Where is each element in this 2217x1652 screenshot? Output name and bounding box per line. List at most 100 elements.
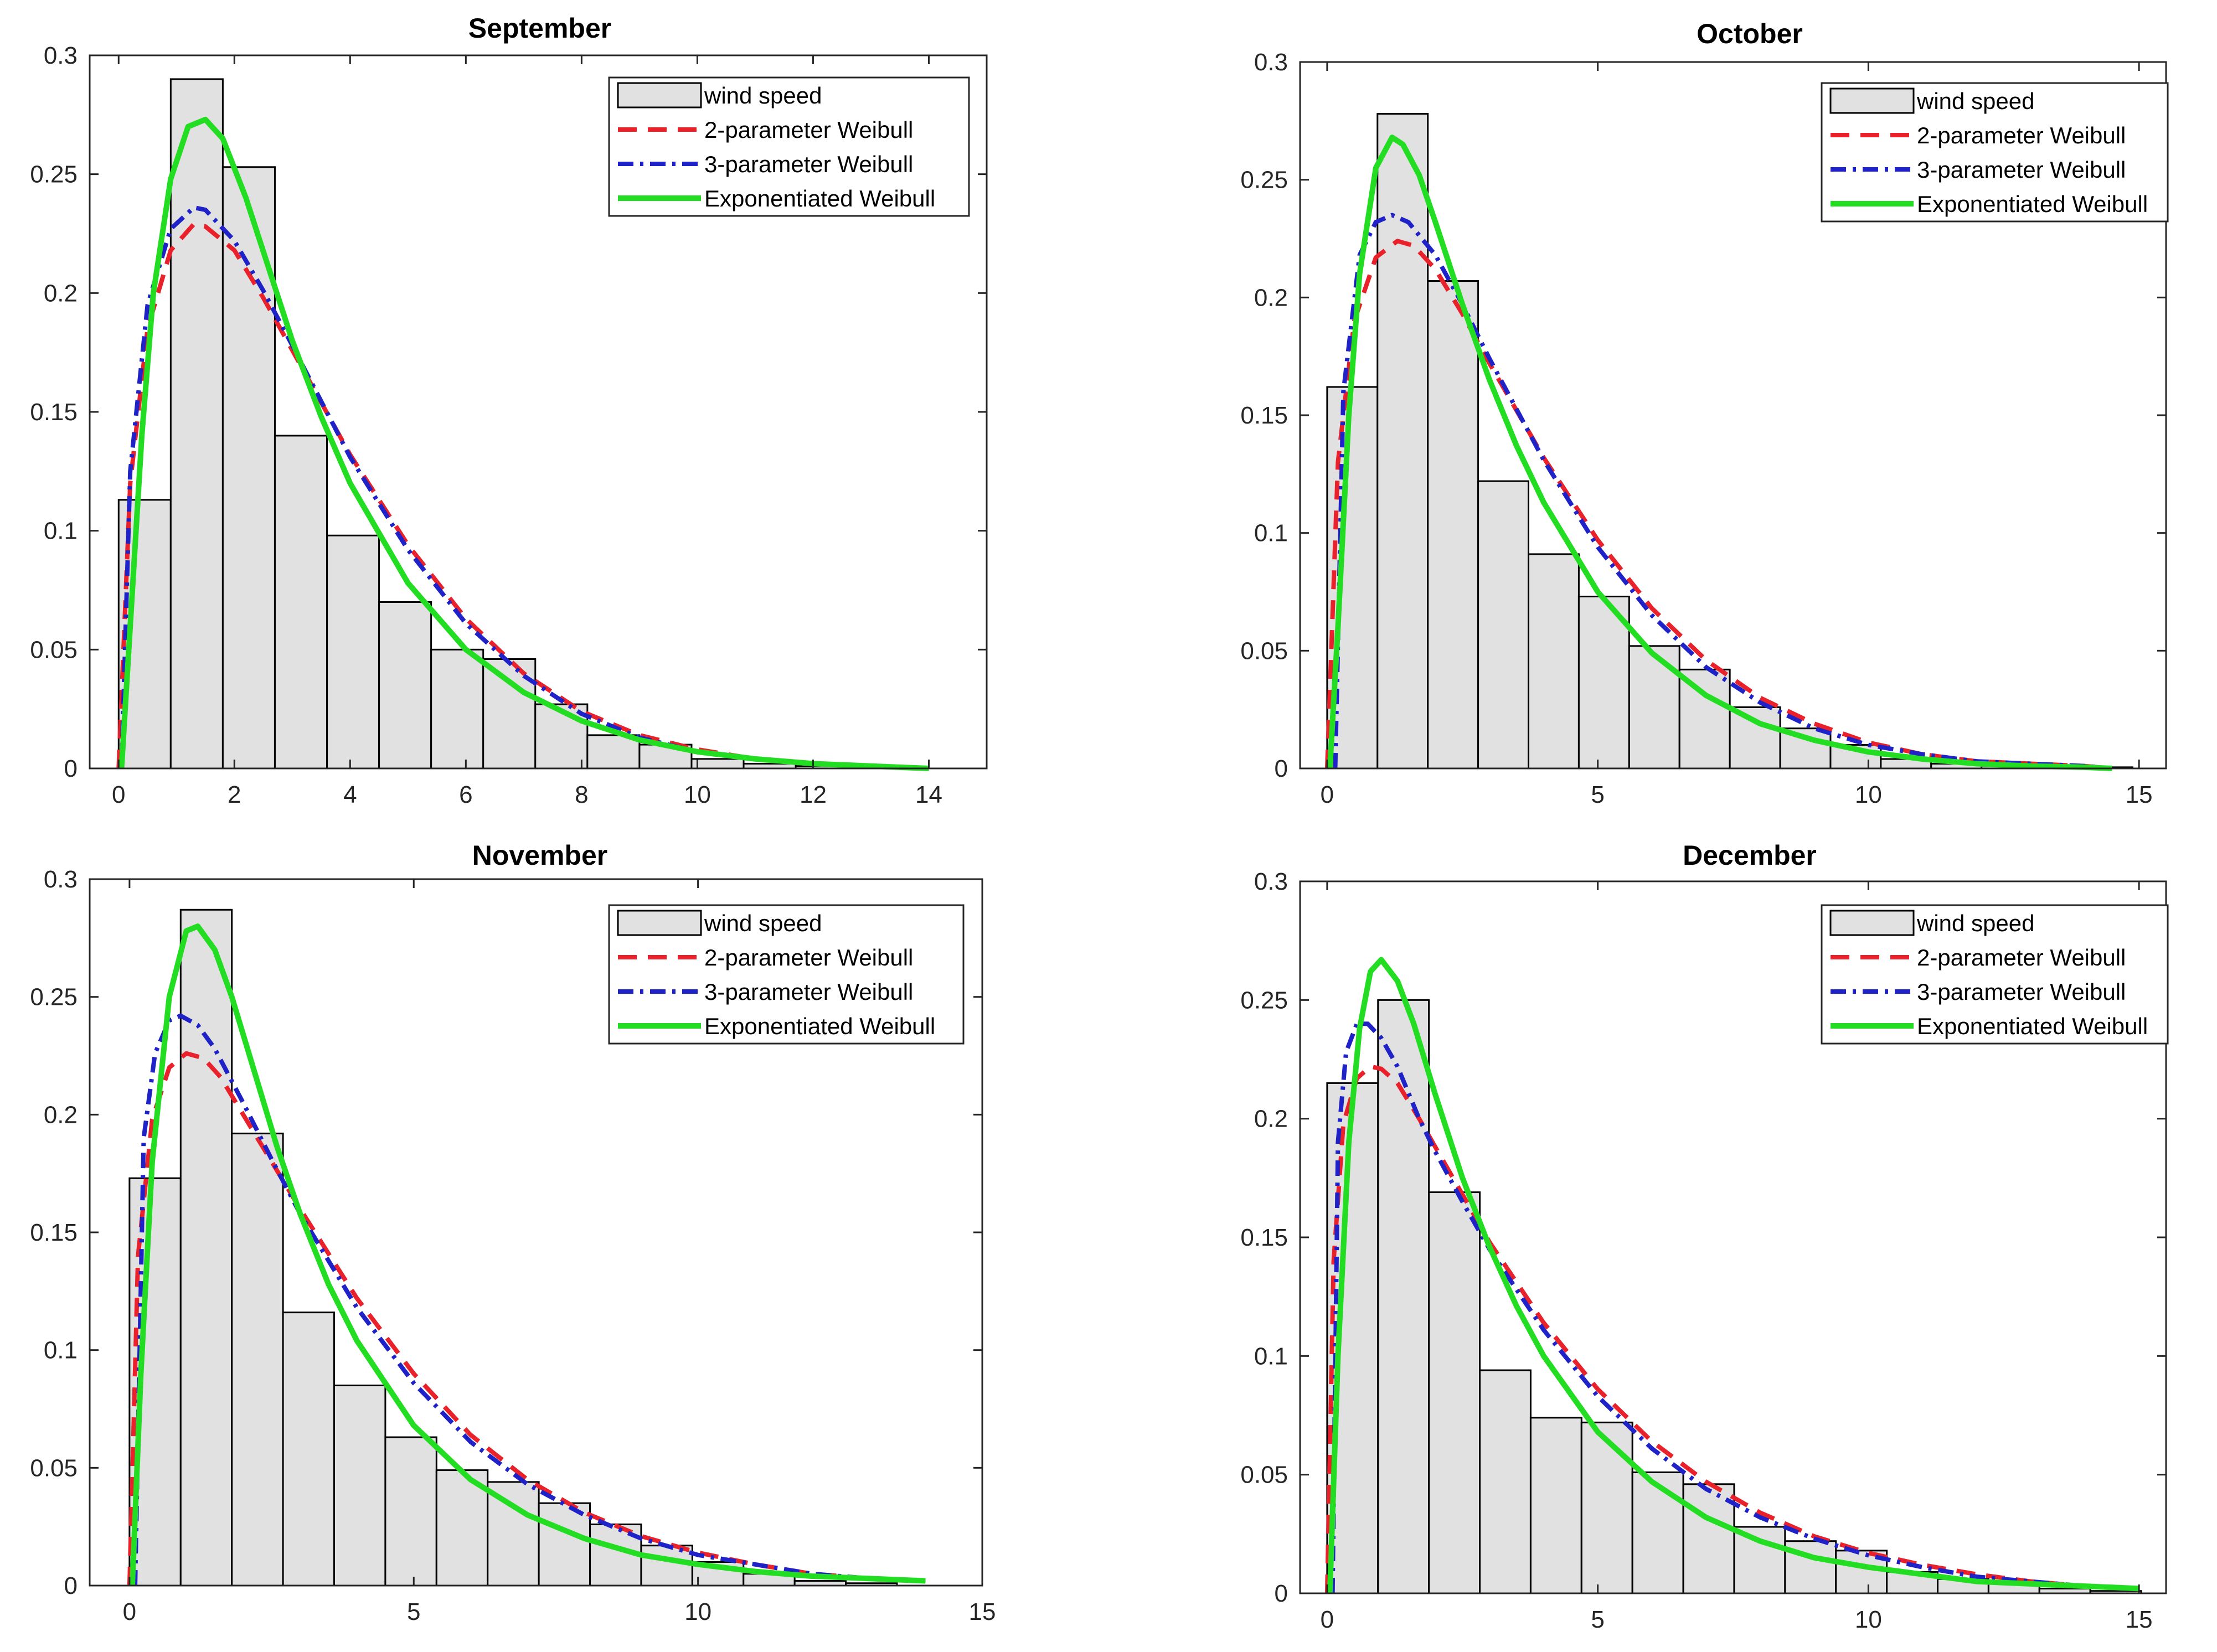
y-tick-label: 0.2 <box>1254 1106 1288 1133</box>
y-tick-label: 0.3 <box>1254 868 1288 895</box>
x-tick-label: 0 <box>1321 1606 1334 1633</box>
x-tick-label: 14 <box>915 781 942 808</box>
histogram-bar <box>690 758 745 770</box>
histogram-bar <box>1428 1191 1481 1594</box>
histogram-bar <box>333 1384 386 1587</box>
legend-swatch-wind-speed <box>617 82 702 109</box>
histogram-bar <box>1477 480 1530 770</box>
y-tick-label: 0.05 <box>1240 1462 1288 1489</box>
y-tick-label: 0.2 <box>1254 284 1288 311</box>
legend-label: wind speed <box>1916 910 2034 936</box>
legend-label: Exponentiated Weibull <box>704 1013 935 1039</box>
legend: wind speed 2-parameter Weibull 3-parameter… <box>1821 82 2169 223</box>
histogram-bar <box>1733 1526 1786 1594</box>
legend-label: 2-parameter Weibull <box>1917 944 2126 970</box>
x-tick-label: 0 <box>123 1598 136 1625</box>
legend-label: wind speed <box>704 910 822 936</box>
histogram-bar <box>1479 1369 1532 1594</box>
y-tick-label: 0.25 <box>30 984 78 1011</box>
subplot-december: December 0 5 10 15 0 0.05 0.1 0.15 0.2 0.25 0.3 win… <box>1240 840 2169 1633</box>
histogram-bar <box>1628 645 1680 770</box>
x-tick-label: 8 <box>575 781 588 808</box>
legend-label: wind speed <box>1916 88 2034 114</box>
histogram-bar <box>538 1502 591 1587</box>
x-tick-label: 0 <box>112 781 125 808</box>
x-tick-label: 2 <box>228 781 241 808</box>
histogram-bar <box>231 1132 284 1587</box>
y-tick-label: 0.1 <box>44 518 78 545</box>
y-tick-label: 0.25 <box>1240 167 1288 194</box>
y-tick-label: 0.1 <box>1254 1343 1288 1370</box>
y-tick-label: 0.3 <box>44 866 78 893</box>
histogram-bar <box>1377 999 1430 1594</box>
histogram-bar <box>179 908 233 1587</box>
x-tick-label: 10 <box>684 781 711 808</box>
histogram-bar <box>282 1312 336 1587</box>
y-tick-label: 0.15 <box>1240 402 1288 429</box>
series-line-2-parameter-weibull <box>1324 239 2112 771</box>
legend: wind speed 2-parameter Weibull 3-parameter… <box>1821 904 2169 1045</box>
y-tick-label: 0.15 <box>30 399 78 426</box>
histogram-bar <box>640 1545 693 1587</box>
y-tick-label: 0.05 <box>30 1454 78 1481</box>
legend-label: wind speed <box>704 82 822 109</box>
histogram-bar <box>169 78 224 770</box>
x-tick-label: 15 <box>2126 1606 2153 1633</box>
legend-label: 3-parameter Weibull <box>704 151 913 177</box>
histogram-bar <box>378 601 432 770</box>
subplot-november: November 0 5 10 15 0 0.05 0.1 0.15 0.2 0.25 0.3 win… <box>30 840 996 1625</box>
x-tick-label: 10 <box>684 1598 711 1625</box>
y-tick-label: 0.1 <box>44 1337 78 1364</box>
series-line-exponentiated-weibull <box>1327 135 2112 771</box>
y-tick-label: 0.2 <box>44 1101 78 1128</box>
legend-label: 2-parameter Weibull <box>704 117 913 143</box>
subplot-title: September <box>468 13 611 44</box>
x-tick-label: 15 <box>969 1598 996 1625</box>
legend: wind speed 2-parameter Weibull 3-parameter… <box>608 904 965 1045</box>
histogram-bar <box>482 658 537 770</box>
legend-label: 3-parameter Weibull <box>1917 979 2126 1005</box>
x-tick-label: 5 <box>1591 781 1604 808</box>
histogram-bar <box>430 648 484 770</box>
series-line-exponentiated-weibull <box>1327 957 2139 1594</box>
legend-label: 2-parameter Weibull <box>1917 122 2126 148</box>
legend-swatch-wind-speed <box>617 910 702 936</box>
histogram-bar <box>1529 1417 1582 1594</box>
histogram-bar <box>274 435 328 770</box>
x-tick-label: 0 <box>1321 781 1334 808</box>
legend-label: 3-parameter Weibull <box>704 979 913 1005</box>
histogram-bar <box>1631 1471 1684 1594</box>
histogram-bar <box>1528 553 1580 770</box>
subplot-title: December <box>1683 840 1817 871</box>
histogram-bar <box>384 1436 437 1587</box>
x-tick-label: 6 <box>459 781 472 808</box>
y-tick-label: 0 <box>1275 1580 1288 1607</box>
histogram-bar <box>435 1469 489 1587</box>
subplot-october: October 0 5 10 15 0 0.05 0.1 0.15 0.2 0.25 0.3 wind… <box>1240 18 2169 808</box>
y-tick-label: 0.05 <box>30 636 78 663</box>
x-tick-label: 12 <box>800 781 827 808</box>
series-line-3-parameter-weibull <box>1333 213 2112 771</box>
histogram-bar <box>1427 280 1479 770</box>
legend-swatch-wind-speed <box>1829 910 1915 936</box>
y-tick-label: 0 <box>64 1572 78 1599</box>
x-tick-label: 10 <box>1855 1606 1882 1633</box>
legend-label: Exponentiated Weibull <box>1917 191 2148 217</box>
y-tick-label: 0.2 <box>44 280 78 307</box>
histogram-bar <box>326 534 380 770</box>
histogram-bar <box>1829 744 1882 770</box>
legend-label: Exponentiated Weibull <box>704 185 935 211</box>
y-tick-label: 0.3 <box>44 42 78 69</box>
x-tick-label: 5 <box>1591 1606 1604 1633</box>
legend-swatch-wind-speed <box>1829 87 1915 114</box>
y-tick-label: 0.15 <box>30 1219 78 1246</box>
subplot-september: September 0 2 4 6 8 10 12 14 0 0.05 0.1 0.15 0.2 0.25… <box>30 13 988 808</box>
legend-label: Exponentiated Weibull <box>1917 1013 2148 1039</box>
series-line-3-parameter-weibull <box>1330 1021 2139 1594</box>
histogram-bar <box>1678 668 1731 770</box>
y-tick-label: 0 <box>1275 755 1288 782</box>
subplot-title: October <box>1697 18 1803 49</box>
y-tick-label: 0.25 <box>1240 987 1288 1014</box>
histogram-bar <box>1580 1421 1633 1594</box>
